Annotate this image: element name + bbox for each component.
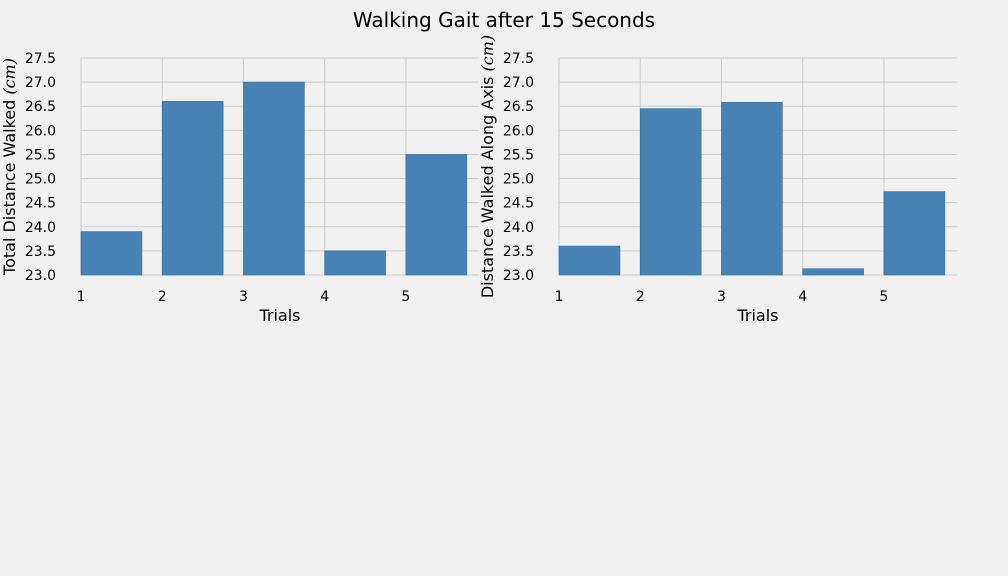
y-tick-label: 25.5 <box>25 147 56 163</box>
y-axis-label-unit: (cm) <box>478 35 497 72</box>
x-axis-label: Trials <box>736 306 778 325</box>
x-tick-label: 5 <box>879 289 888 305</box>
y-axis-label-text: Total Distance Walked <box>0 95 19 276</box>
x-tick-label: 2 <box>158 289 167 305</box>
y-tick-label: 27.0 <box>25 75 56 91</box>
y-tick-label: 25.0 <box>503 172 534 188</box>
x-axis-label: Trials <box>258 306 300 325</box>
y-tick-label: 23.0 <box>503 268 534 284</box>
x-tick-label: 2 <box>636 289 645 305</box>
y-tick-label: 23.5 <box>25 244 56 260</box>
bar-trial-1 <box>80 231 143 276</box>
chart-panel-2: 23.0 23.5 24.0 24.5 25.0 25.5 26.0 26.5 27.0 27.5… <box>478 35 957 325</box>
x-tick-label: 4 <box>320 289 329 305</box>
y-tick-label: 26.5 <box>503 99 534 115</box>
y-axis-label: Total Distance Walked (cm) <box>0 58 19 276</box>
bar-trial-2 <box>639 108 702 276</box>
y-tick-label: 24.0 <box>25 220 56 236</box>
y-axis-label-text: Distance Walked Along Axis <box>478 71 497 298</box>
bar-trial-4 <box>324 250 386 276</box>
x-tick-label: 4 <box>798 289 807 305</box>
y-tick-label: 23.5 <box>503 244 534 260</box>
bar-trial-1 <box>558 245 621 276</box>
bar-trial-5 <box>405 154 468 276</box>
bar-trial-3 <box>721 102 783 276</box>
y-tick-label: 24.0 <box>503 220 534 236</box>
y-tick-label: 25.0 <box>25 172 56 188</box>
bar-trial-2 <box>161 101 224 276</box>
chart-title: Walking Gait after 15 Seconds <box>352 8 656 32</box>
bar-trial-4 <box>802 268 864 276</box>
y-axis-label: Distance Walked Along Axis (cm) <box>478 35 497 298</box>
y-tick-label: 27.5 <box>503 51 534 67</box>
bar-trial-3 <box>243 81 305 276</box>
y-tick-label: 26.0 <box>503 123 534 139</box>
x-tick-label: 1 <box>555 289 564 305</box>
y-tick-label: 26.5 <box>25 99 56 115</box>
y-tick-label: 24.5 <box>25 196 56 212</box>
y-tick-label: 27.0 <box>503 75 534 91</box>
y-axis-label-unit: (cm) <box>0 58 19 95</box>
y-tick-label: 25.5 <box>503 147 534 163</box>
x-tick-label: 1 <box>77 289 86 305</box>
y-tick-label: 23.0 <box>25 268 56 284</box>
y-tick-label: 24.5 <box>503 196 534 212</box>
bar-trial-5 <box>883 191 946 276</box>
x-tick-label: 3 <box>239 289 248 305</box>
y-tick-label: 27.5 <box>25 51 56 67</box>
y-tick-label: 26.0 <box>25 123 56 139</box>
x-tick-label: 3 <box>717 289 726 305</box>
chart-panel-1: 23.0 23.5 24.0 24.5 25.0 25.5 26.0 26.5 27.0 27.5… <box>0 51 479 325</box>
x-tick-label: 5 <box>401 289 410 305</box>
